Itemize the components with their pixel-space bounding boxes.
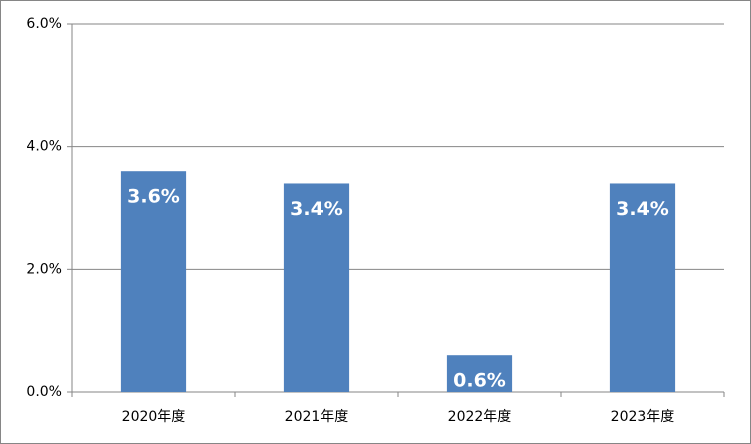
y-tick-label: 2.0% — [26, 261, 62, 277]
value-label: 3.4% — [616, 198, 669, 220]
x-tick-label: 2021年度 — [285, 409, 349, 425]
bar — [120, 171, 187, 392]
y-tick-label: 4.0% — [26, 139, 62, 155]
bar — [446, 355, 513, 392]
value-label: 0.6% — [453, 370, 506, 392]
value-label: 3.6% — [127, 186, 180, 208]
x-tick-label: 2023年度 — [611, 409, 675, 425]
value-label: 3.4% — [290, 198, 343, 220]
bar — [283, 183, 350, 392]
bar — [609, 183, 676, 392]
x-tick-label: 2022年度 — [448, 409, 512, 425]
y-tick-label: 0.0% — [26, 384, 62, 400]
x-tick-label: 2020年度 — [122, 409, 186, 425]
y-tick-label: 6.0% — [26, 16, 62, 32]
